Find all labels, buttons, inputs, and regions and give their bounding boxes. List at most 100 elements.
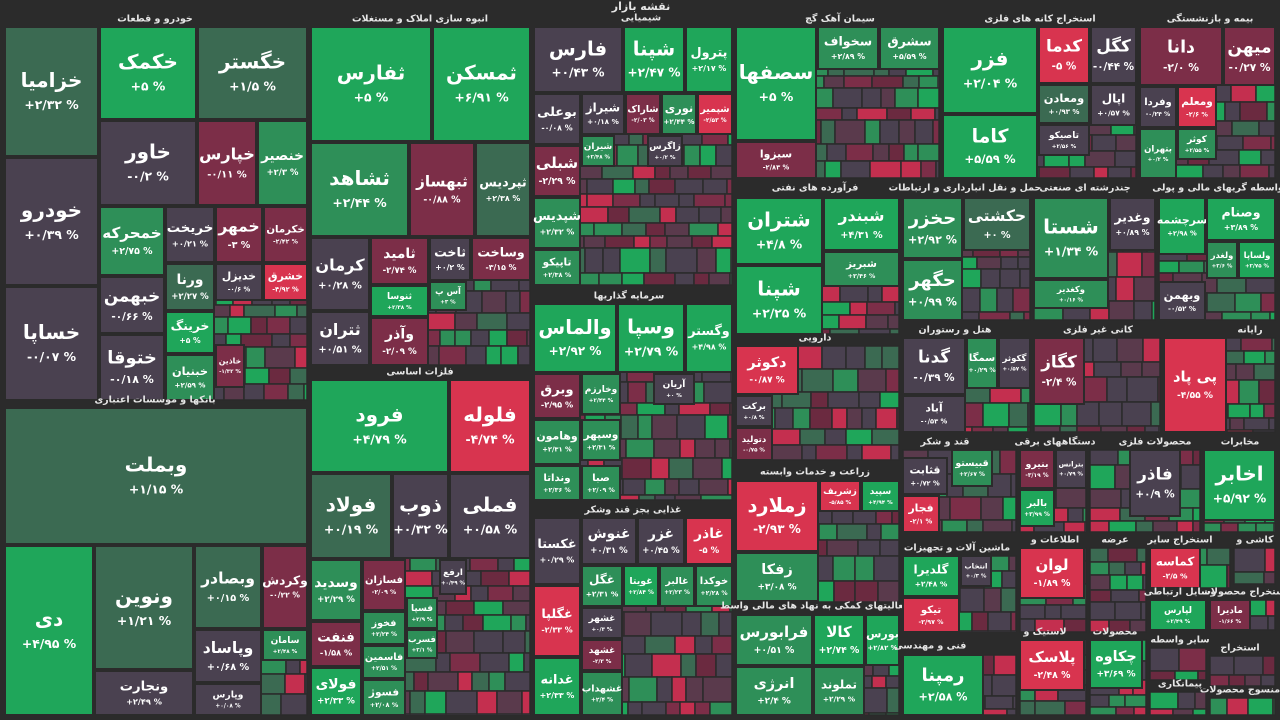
small-tile <box>1149 647 1180 672</box>
stock-tile <box>194 629 262 683</box>
stock-change: -۰/۳۹ % <box>913 372 955 384</box>
stock-tile <box>865 614 900 666</box>
small-tile <box>903 143 919 162</box>
stock-change: +۵ % <box>131 79 166 94</box>
small-tile <box>695 653 717 678</box>
stock-tile <box>99 120 197 206</box>
small-tile <box>819 301 851 316</box>
stock-change: +۰/۲۹ % <box>968 367 996 374</box>
stock-tile <box>194 683 262 716</box>
small-tile <box>621 272 645 286</box>
stock-tile <box>362 679 406 716</box>
small-tile <box>1106 376 1128 403</box>
sector: لوان -۱/۸۹ % <box>1019 547 1087 633</box>
sector: گدنا -۰/۳۹ % سمگا +۰/۲۹ % گکوثر +۰/۵۷ % آباد -۰… <box>902 337 1031 433</box>
small-tile <box>840 160 871 179</box>
small-tile <box>671 676 687 703</box>
small-tile <box>885 712 900 716</box>
small-tile <box>1076 425 1102 433</box>
small-tile <box>482 614 512 632</box>
sector: پی پاد -۴/۵۵ % <box>1163 337 1276 433</box>
small-tile <box>521 690 531 715</box>
small-tile <box>1149 708 1174 716</box>
small-tile <box>801 368 834 393</box>
small-tile <box>1258 120 1276 137</box>
small-tile <box>1243 350 1266 365</box>
sector: والماس +۲/۹۲ % وسپا +۲/۷۹ % وگستر +۴/۹۸ % وبرق… <box>533 303 733 501</box>
stock-name: کاما <box>972 126 1009 148</box>
stock-name: خگستر <box>218 50 286 74</box>
small-tile <box>1107 547 1138 563</box>
small-tile <box>654 165 671 180</box>
stock-name: زاگرس <box>649 140 681 152</box>
stock-change: +۲/۵۶ % <box>1052 144 1077 150</box>
stock-name: وسپهر <box>583 429 619 441</box>
sector-title: زراعت و خدمات وابسته <box>760 467 870 478</box>
small-tile <box>612 178 636 195</box>
small-tile <box>1229 417 1245 431</box>
small-tile <box>1152 520 1178 533</box>
small-tile <box>1108 561 1126 576</box>
small-tile <box>987 611 1012 632</box>
small-tile <box>280 693 308 716</box>
stock-tile <box>370 317 429 366</box>
stock-change: -۵/۸۵ % <box>829 500 852 506</box>
stock-name: حگهر <box>908 269 956 291</box>
stock-tile <box>735 427 773 461</box>
sector: بنیرو -۳/۱۹ % بترانس +۰/۷۹ % بالبر +۳/۹۹ % <box>1019 449 1087 533</box>
stock-change: +۲/۰۹ % <box>587 487 615 494</box>
stock-name: اخابر <box>1214 463 1263 486</box>
stock-change: +۲/۳ % <box>267 167 299 177</box>
small-tile <box>711 635 733 655</box>
stock-change: +۲/۰۴ % <box>963 76 1018 91</box>
stock-change: +۲/۸۹ % <box>831 52 865 61</box>
small-tile <box>674 494 702 501</box>
small-tile <box>1091 134 1117 152</box>
small-tile <box>1247 697 1274 716</box>
stock-name: بنیرو <box>1025 459 1049 470</box>
sector-title: منسوج محصولات <box>1200 685 1280 696</box>
small-tile <box>866 523 882 541</box>
small-tile <box>1115 706 1135 716</box>
stock-name: فولاد <box>326 493 377 517</box>
stock-name: آریان <box>663 378 687 390</box>
small-tile <box>704 414 729 440</box>
stock-change: +۳/۹۹ % <box>1024 511 1050 518</box>
stock-tile <box>99 206 165 276</box>
stock-name: سمگا <box>969 351 995 364</box>
stock-tile <box>533 145 581 197</box>
small-tile <box>649 247 667 274</box>
stock-change: -۱/۶۶ % <box>1219 619 1242 625</box>
sector: فارس +۰/۴۳ % شپنا +۲/۴۷ % پترول +۲/۱۷ % بوعلی -… <box>533 26 733 286</box>
stock-name: غالبر <box>664 576 688 587</box>
stock-change: -۱/۸۹ % <box>1034 578 1072 589</box>
small-tile <box>473 600 504 616</box>
small-tile <box>714 438 731 459</box>
stock-name: غنوش <box>588 526 631 542</box>
sector-title: فعالیتهای کمکی به نهاد های مالی واسط <box>720 601 910 612</box>
small-tile <box>880 523 900 541</box>
small-tile <box>619 635 646 655</box>
small-tile <box>1253 363 1276 381</box>
stock-name: ونداتا <box>543 473 570 484</box>
small-tile <box>578 206 609 224</box>
sector-title: واسطه گریهای مالی و پولی <box>1152 182 1280 194</box>
small-tile <box>240 333 273 348</box>
stock-tile <box>165 311 215 354</box>
stock-change: +۲/۸۴ % <box>628 590 654 596</box>
stock-name: شپدیس <box>533 209 581 224</box>
stock-name: ثفارس <box>337 61 406 85</box>
stock-tile <box>4 157 99 286</box>
stock-name: آس پ <box>435 285 462 297</box>
stock-change: +۲/۷۵ % <box>111 246 153 257</box>
small-tile <box>966 519 984 533</box>
stock-change: -۲/۳ % <box>593 659 612 665</box>
sector-title: دارویی <box>799 333 832 344</box>
stock-tile <box>533 373 581 419</box>
stock-change: +۲/۹ % <box>411 617 432 623</box>
sector: خزامیا +۲/۳۲ % خودرو +۰/۳۹ % خساپا -۰/۰۷ % خکم… <box>4 26 308 401</box>
stock-tile <box>310 311 370 366</box>
stock-tile <box>310 473 392 559</box>
small-tile <box>845 143 874 162</box>
stock-tile <box>735 614 813 666</box>
